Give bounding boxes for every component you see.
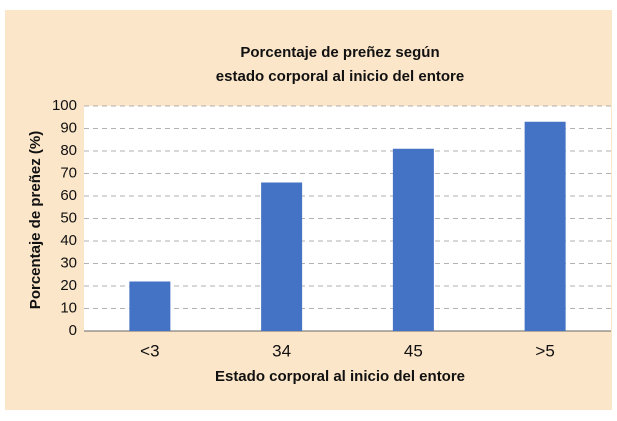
bar	[524, 121, 566, 331]
x-tick-label: >5	[535, 341, 554, 360]
y-tick-label: 70	[60, 164, 77, 181]
y-tick-label: 10	[60, 299, 77, 316]
x-tick-label: 45	[404, 341, 423, 360]
y-tick-label: 90	[60, 119, 77, 136]
chart-title: Porcentaje de preñez según	[240, 44, 439, 61]
x-axis-label: Estado corporal al inicio del entore	[215, 368, 465, 385]
y-axis-label: Porcentaje de preñez (%)	[27, 131, 44, 309]
bar	[261, 182, 303, 331]
y-tick-label: 40	[60, 232, 77, 249]
chart-title: estado corporal al inicio del entore	[216, 68, 464, 85]
y-tick-label: 100	[52, 97, 77, 114]
y-tick-label: 60	[60, 187, 77, 204]
y-tick-label: 30	[60, 254, 77, 271]
y-tick-label: 0	[69, 322, 77, 339]
x-tick-label: <3	[140, 341, 159, 360]
y-tick-label: 20	[60, 277, 77, 294]
bar	[392, 148, 434, 331]
y-tick-label: 80	[60, 142, 77, 159]
y-tick-label: 50	[60, 209, 77, 226]
bar	[129, 281, 171, 331]
x-tick-label: 34	[272, 341, 291, 360]
